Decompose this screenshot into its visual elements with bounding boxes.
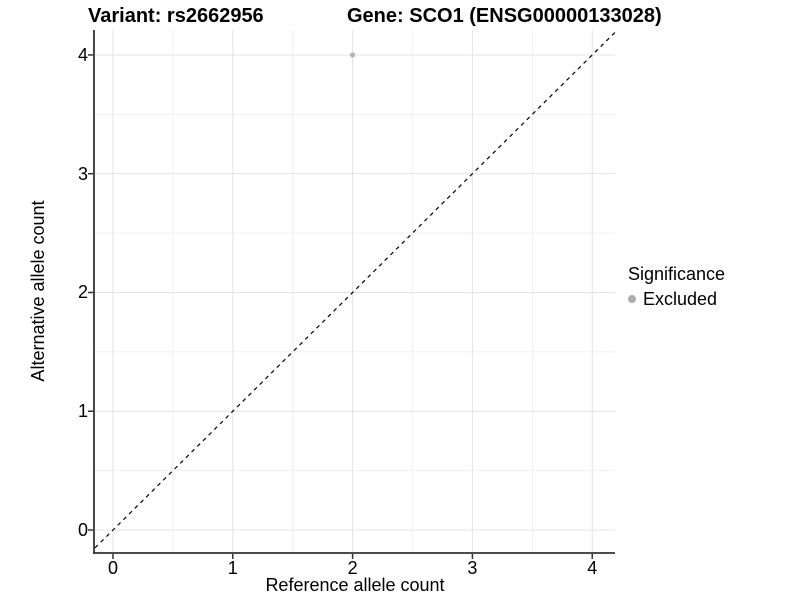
plot-title-gene: Gene: SCO1 (ENSG00000133028) xyxy=(347,5,662,27)
legend-title: Significance xyxy=(628,264,726,284)
y-tick-label: 4 xyxy=(77,44,88,65)
identity-reference-line xyxy=(94,31,616,549)
x-tick-label: 3 xyxy=(467,558,478,578)
plot-title-variant: Variant: rs2662956 xyxy=(88,5,264,27)
legend-marker-circle-icon xyxy=(628,295,636,303)
x-tick-label: 0 xyxy=(107,558,118,578)
legend-item-label: Excluded xyxy=(643,289,718,309)
legend: Significance Excluded xyxy=(628,262,725,310)
y-tick-label: 2 xyxy=(77,282,88,303)
x-tick-label: 1 xyxy=(227,558,238,578)
x-tick-label: 2 xyxy=(347,558,358,578)
x-axis-title: Reference allele count xyxy=(265,575,445,595)
legend-items: Excluded xyxy=(628,288,725,310)
y-tick-label: 0 xyxy=(77,520,88,541)
legend-item-excluded: Excluded xyxy=(628,288,725,310)
y-axis-title: Alternative allele count xyxy=(28,200,48,382)
x-tick-label: 4 xyxy=(587,558,598,578)
data-point-excluded xyxy=(350,52,356,58)
y-tick-label: 3 xyxy=(77,163,88,184)
y-tick-label: 1 xyxy=(77,401,88,422)
